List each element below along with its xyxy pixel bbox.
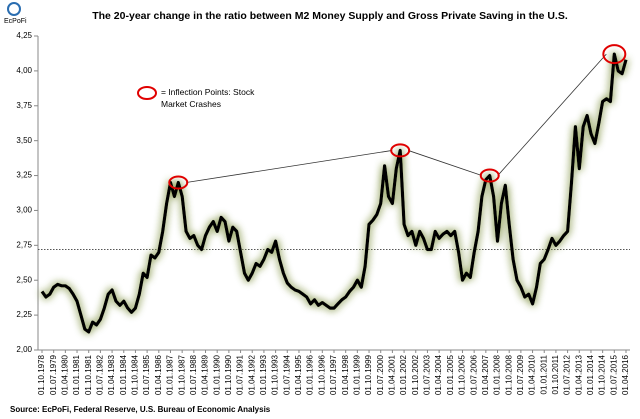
inflection-circle [479, 168, 500, 183]
x-tick-label: 01.10.1993 [271, 354, 280, 395]
x-tick-label: 01.10.2008 [504, 354, 513, 395]
y-tick-label: 2,00 [16, 345, 32, 354]
x-tick-label: 01.10.2005 [458, 354, 467, 395]
chart-title: The 20-year change in the ratio between … [92, 10, 568, 22]
source: Source: EcPoFi, Federal Reserve, U.S. Bu… [10, 405, 271, 414]
y-tick-label: 3,00 [16, 206, 32, 215]
connector [408, 150, 482, 176]
x-tick-label: 01.07.2012 [563, 354, 572, 395]
x-tick-label: 01.10.1981 [84, 354, 93, 395]
annotation-line: Market Crashes [161, 99, 221, 109]
x-tick-label: 01.04.1986 [154, 354, 163, 395]
x-tick-label: 01.01.2014 [586, 354, 595, 395]
y-tick-label: 3,75 [16, 101, 32, 110]
x-tick-label: 01.10.2014 [598, 354, 607, 395]
x-tick-label: 01.10.1987 [177, 354, 186, 395]
x-tick-label: 01.04.1998 [341, 354, 350, 395]
x-tick-label: 01.07.1988 [189, 354, 198, 395]
x-tick-label: 01.07.2009 [516, 354, 525, 395]
x-tick-label: 01.07.2015 [609, 354, 618, 395]
x-tick-label: 01.07.1994 [282, 354, 291, 395]
x-tick-label: 01.10.1978 [37, 354, 46, 395]
y-tick-label: 2,75 [16, 240, 32, 249]
x-tick-label: 01.04.1983 [107, 354, 116, 395]
logo: EcPoFi [4, 2, 27, 25]
connector [497, 53, 607, 176]
x-tick-label: 01.04.1995 [294, 354, 303, 395]
x-tick-label: 01.04.2013 [574, 354, 583, 395]
x-tick-label: 01.04.2004 [434, 354, 443, 395]
y-tick-label: 2,25 [16, 310, 32, 319]
x-tick-label: 01.01.2008 [493, 354, 502, 395]
x-tick-label: 01.01.2002 [399, 354, 408, 395]
x-tick-label: 01.04.1989 [201, 354, 210, 395]
x-tick-label: 01.07.2003 [423, 354, 432, 395]
x-tick-label: 01.04.2007 [481, 354, 490, 395]
x-tick-label: 01.07.1991 [236, 354, 245, 395]
x-tick-label: 01.07.2000 [376, 354, 385, 395]
x-tick-label: 01.10.1984 [131, 354, 140, 395]
x-tick-label: 01.01.1984 [119, 354, 128, 395]
x-tick-label: 01.01.1981 [72, 354, 81, 395]
x-tick-label: 01.04.2010 [528, 354, 537, 395]
x-tick-label: 01.01.2005 [446, 354, 455, 395]
x-tick-label: 01.07.2006 [469, 354, 478, 395]
inflection-circle [168, 175, 189, 190]
x-tick-label: 01.10.2011 [551, 354, 560, 394]
x-tick-label: 01.10.1999 [364, 354, 373, 395]
y-tick-label: 4,00 [16, 66, 32, 75]
x-tick-label: 01.01.1993 [259, 354, 268, 395]
y-tick-label: 3,50 [16, 136, 32, 145]
x-tick-label: 01.01.2011 [539, 354, 548, 394]
logo-text: EcPoFi [4, 18, 27, 25]
x-tick-label: 01.07.1985 [142, 354, 151, 395]
x-tick-label: 01.04.2001 [388, 354, 397, 395]
legend-marker [137, 86, 157, 100]
x-tick-label: 01.01.1999 [352, 354, 361, 395]
y-tick-label: 4,25 [16, 31, 32, 40]
x-tick-label: 01.04.2016 [621, 354, 630, 395]
x-tick-label: 01.10.2002 [411, 354, 420, 395]
inflection-circle [390, 143, 411, 158]
x-tick-label: 01.01.1987 [166, 354, 175, 395]
x-tick-label: 01.07.1982 [96, 354, 105, 395]
connector [186, 150, 393, 183]
x-tick-label: 01.04.1992 [247, 354, 256, 395]
x-tick-label: 01.07.1979 [49, 354, 58, 395]
x-tick-label: 01.07.1997 [329, 354, 338, 395]
x-tick-label: 01.10.1990 [224, 354, 233, 395]
x-tick-label: 01.10.1996 [317, 354, 326, 395]
inflection-circle [602, 44, 627, 65]
y-tick-label: 2,50 [16, 275, 32, 284]
y-tick-label: 3,25 [16, 171, 32, 180]
x-tick-label: 01.04.1980 [60, 354, 69, 395]
annotation-line: = Inflection Points: Stock [161, 87, 255, 97]
annotation: = Inflection Points: Stock Market Crashes [161, 87, 255, 109]
x-tick-label: 01.01.1996 [306, 354, 315, 395]
x-tick-label: 01.01.1990 [212, 354, 221, 395]
line-series [40, 52, 628, 334]
